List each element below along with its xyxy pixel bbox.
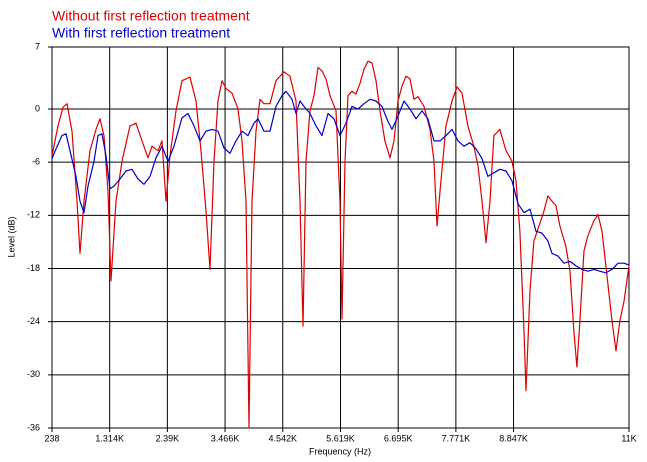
x-tick-label: 8.847K: [499, 433, 528, 443]
x-tick-label: 6.695K: [384, 433, 413, 443]
y-tick-label: -30: [27, 369, 40, 379]
y-tick-label: -18: [27, 263, 40, 273]
x-axis-label: Frequency (Hz): [309, 446, 371, 456]
y-tick-label: -24: [27, 316, 40, 326]
y-tick-label: 0: [35, 103, 40, 113]
x-tick-label: 5.619K: [326, 433, 355, 443]
series-line: [51, 60, 630, 429]
x-tick-label: 7.771K: [442, 433, 471, 443]
y-tick-label: -12: [27, 210, 40, 220]
y-tick-label: -36: [27, 422, 40, 432]
legend-entry: Without first reflection treatment: [52, 8, 250, 24]
legend-entry: With first reflection treatment: [52, 25, 230, 41]
x-tick-label: 3.466K: [211, 433, 240, 443]
y-tick-label: -6: [32, 157, 40, 167]
x-tick-label: 238: [44, 433, 59, 443]
plot-border: [51, 46, 630, 429]
y-axis-label: Level (dB): [6, 216, 16, 257]
y-tick-label: 7: [35, 41, 40, 51]
series-line: [51, 90, 630, 274]
x-tick-label: 1.314K: [95, 433, 124, 443]
x-tick-label: 2.39K: [156, 433, 180, 443]
x-tick-label: 11K: [621, 433, 636, 443]
x-tick-label: 4.542K: [268, 433, 297, 443]
